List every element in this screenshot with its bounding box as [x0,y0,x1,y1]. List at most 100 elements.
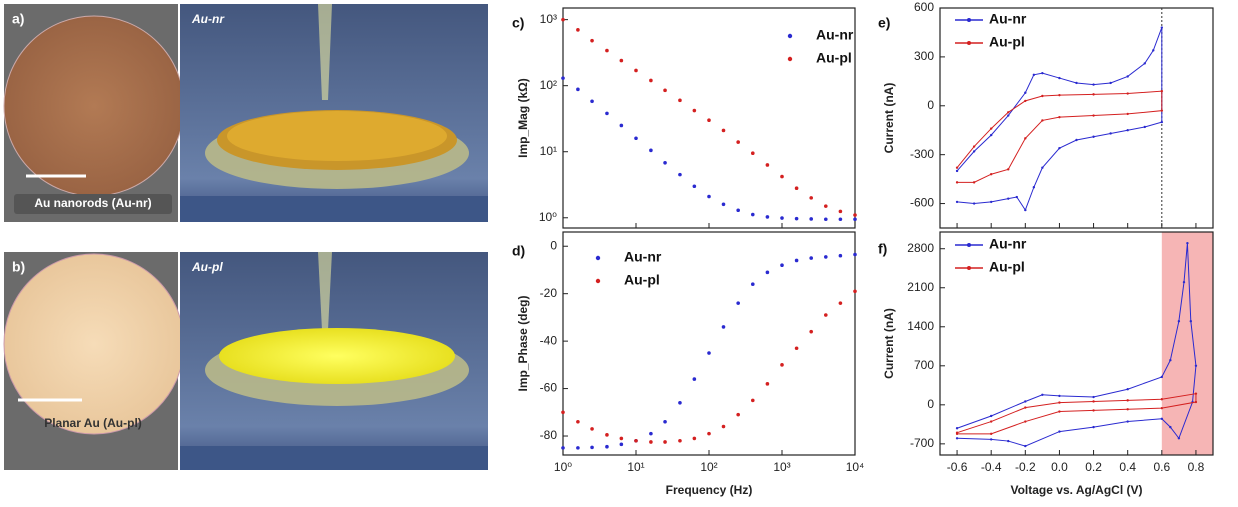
data-point [1126,399,1128,401]
data-point [973,181,975,183]
data-point [1126,408,1128,410]
data-point [956,433,958,435]
data-point [736,413,740,417]
data-point [605,445,609,449]
data-point [1058,401,1060,403]
data-point [1024,92,1026,94]
data-point [590,39,594,43]
data-point [1058,77,1060,79]
panel-label: a) [12,11,24,27]
data-line [957,91,1162,182]
data-point [809,330,813,334]
data-point [1126,113,1128,115]
data-point [1152,49,1154,51]
data-line [957,394,1196,434]
data-point [678,401,682,405]
x-tick-label: 0.0 [1051,460,1068,474]
data-point [1007,440,1009,442]
x-tick-label: 10³ [773,460,790,474]
plot-frame [563,232,855,455]
data-point [1058,430,1060,432]
y-tick-label: -20 [540,286,558,300]
data-point [990,127,992,129]
data-point [1092,426,1094,428]
data-point [1144,62,1146,64]
panel-label: f) [878,241,887,257]
data-point [1169,426,1171,428]
data-point [1092,93,1094,95]
data-point [1109,82,1111,84]
data-point [1075,82,1077,84]
data-point [1161,26,1163,28]
data-point [634,69,638,73]
data-point [1195,365,1197,367]
caption: Planar Au (Au-pl) [44,416,142,430]
data-point [1092,114,1094,116]
legend-symbol [596,256,600,260]
y-tick-label: -600 [910,196,934,210]
data-point [1126,129,1128,131]
data-point [839,254,843,258]
data-point [751,213,755,217]
data-point [561,446,565,450]
y-tick-label: 10² [540,78,557,92]
data-point [839,210,843,214]
data-point [766,163,770,167]
data-point [576,28,580,32]
y-tick-label: 10¹ [540,144,557,158]
data-point [1024,100,1026,102]
data-point [722,202,726,206]
legend-label: Au-pl [989,259,1025,275]
legend-symbol [967,41,971,45]
data-point [1092,396,1094,398]
data-point [663,161,667,165]
data-point [766,271,770,275]
data-point [795,346,799,350]
data-point [1041,394,1043,396]
x-tick-label: -0.4 [981,460,1002,474]
data-point [990,201,992,203]
data-point [1126,388,1128,390]
data-point [707,118,711,122]
data-point [853,217,857,221]
data-point [824,255,828,259]
data-point [795,186,799,190]
data-point [780,216,784,220]
data-point [1041,167,1043,169]
data-point [1024,406,1026,408]
x-tick-label: -0.2 [1015,460,1036,474]
data-point [1092,409,1094,411]
data-point [1161,376,1163,378]
x-tick-label: 0.6 [1153,460,1170,474]
data-point [1007,197,1009,199]
data-point [1169,359,1171,361]
data-point [1092,83,1094,85]
data-point [809,217,813,221]
data-point [1024,400,1026,402]
data-point [766,215,770,219]
data-point [736,140,740,144]
y-tick-label: -700 [910,436,934,450]
y-tick-label: 1400 [907,319,934,333]
x-tick-label: 10⁴ [846,460,865,474]
data-point [620,437,624,441]
data-point [853,253,857,257]
legend-label: Au-nr [624,249,662,265]
data-point [1092,136,1094,138]
data-point [1195,392,1197,394]
y-tick-label: 0 [927,397,934,411]
y-tick-label: 0 [927,98,934,112]
data-point [649,149,653,153]
data-point [1183,281,1185,283]
data-point [1161,121,1163,123]
data-point [561,410,565,414]
legend-symbol [788,34,792,38]
data-point [1024,420,1026,422]
data-point [1024,137,1026,139]
legend-label: Au-pl [624,272,660,288]
legend-label: Au-nr [989,236,1027,252]
data-point [663,440,667,444]
y-tick-label: 600 [914,0,934,14]
y-tick-label: 2800 [907,241,934,255]
data-point [620,124,624,128]
